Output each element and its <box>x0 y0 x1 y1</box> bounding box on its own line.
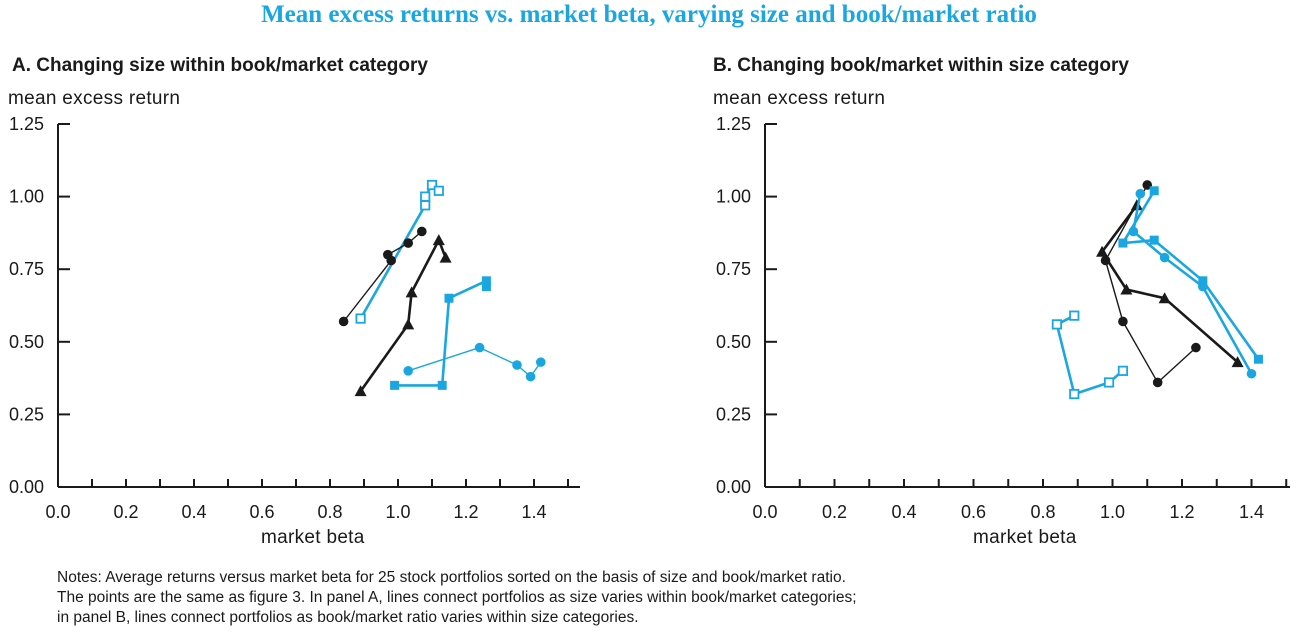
data-point <box>1149 235 1159 245</box>
data-point <box>402 318 415 330</box>
x-tick-label: 0.0 <box>752 502 777 522</box>
x-tick-label: 0.8 <box>1030 502 1055 522</box>
data-point <box>439 251 452 263</box>
data-point <box>1142 180 1153 190</box>
notes-line: Notes: Average returns versus market bet… <box>57 569 846 586</box>
panel-b-plot: 0.00 0.25 0.50 0.75 1.00 1.25 0.0 0.2 0.4 0.6 0.8 1… <box>716 114 1290 522</box>
x-tick-label: 0.2 <box>113 502 138 522</box>
data-point <box>354 385 367 397</box>
y-tick-label: 0.25 <box>716 404 751 424</box>
data-point <box>390 380 400 390</box>
data-point <box>1246 368 1257 379</box>
y-tick-label: 1.00 <box>716 187 751 207</box>
panel-b-x-axis-label: market beta <box>973 527 1077 548</box>
x-tick-label: 1.2 <box>1169 502 1194 522</box>
y-tick-label: 0.75 <box>9 259 44 279</box>
data-point <box>432 234 445 246</box>
figure-title: Mean excess returns vs. market beta, var… <box>261 1 1037 28</box>
data-point <box>433 185 444 196</box>
series-line <box>407 346 542 378</box>
data-point <box>1135 188 1146 199</box>
data-point <box>536 357 546 367</box>
x-tick-label: 0.4 <box>891 502 916 522</box>
data-point <box>444 293 454 303</box>
data-point <box>1120 283 1133 295</box>
y-tick-label: 0.50 <box>9 332 44 352</box>
data-point <box>1253 354 1263 364</box>
data-point <box>420 200 431 211</box>
data-point <box>1051 319 1062 330</box>
data-point <box>474 342 485 353</box>
figure-notes: Notes: Average returns versus market bet… <box>57 568 857 628</box>
panel-b-y-axis-label: mean excess return <box>713 88 886 109</box>
data-point <box>420 191 431 202</box>
y-tick-label: 0.50 <box>716 332 751 352</box>
panel-b-title: B. Changing book/market within size cate… <box>713 55 1129 76</box>
data-point <box>1069 388 1080 400</box>
y-tick-label: 0.25 <box>9 404 44 424</box>
x-tick-label: 1.0 <box>1100 502 1125 522</box>
y-tick-label: 1.00 <box>9 187 44 207</box>
data-point <box>481 282 491 292</box>
data-point <box>1191 342 1201 353</box>
panel-a-plot: 0.00 0.25 0.50 0.75 1.00 1.25 0.0 0.2 0.4 0.6 0.8 1… <box>9 114 580 522</box>
x-tick-label: 0.8 <box>317 502 342 522</box>
x-tick-label: 0.4 <box>181 502 206 522</box>
x-tick-label: 1.2 <box>453 502 478 522</box>
y-tick-label: 1.25 <box>716 114 751 134</box>
data-point <box>403 238 414 248</box>
x-tick-label: 0.6 <box>961 502 986 522</box>
y-tick-label: 1.25 <box>9 114 44 134</box>
data-point <box>338 316 349 327</box>
y-tick-label: 0.75 <box>716 259 751 279</box>
data-point <box>426 179 438 191</box>
data-point <box>1149 186 1159 196</box>
x-tick-label: 1.4 <box>521 502 546 522</box>
series-line <box>1121 190 1260 360</box>
data-point <box>1117 365 1129 376</box>
data-point <box>1069 310 1080 321</box>
data-point <box>1103 377 1115 388</box>
series-line <box>359 238 447 392</box>
data-point <box>1159 252 1170 263</box>
notes-line: The points are the same as figure 3. In … <box>57 589 857 606</box>
x-tick-label: 0.0 <box>45 502 70 522</box>
data-point <box>525 371 536 382</box>
data-point <box>1198 276 1208 286</box>
y-tick-label: 0.00 <box>9 477 44 497</box>
data-point <box>383 249 393 260</box>
data-point <box>1096 245 1109 257</box>
data-point <box>1128 226 1139 237</box>
data-point <box>1152 377 1163 388</box>
notes-line: in panel B, lines connect portfolios as … <box>57 609 639 626</box>
panel-a-title: A. Changing size within book/market cate… <box>12 55 428 76</box>
data-point <box>1231 356 1244 368</box>
data-point <box>437 380 447 390</box>
series-line <box>1104 184 1197 384</box>
data-point <box>1118 316 1128 327</box>
y-tick-label: 0.00 <box>716 477 751 497</box>
data-point <box>1158 292 1171 304</box>
data-point <box>1118 238 1128 248</box>
data-point <box>355 313 366 324</box>
data-point <box>405 286 418 298</box>
x-tick-label: 0.6 <box>249 502 274 522</box>
x-tick-label: 1.0 <box>385 502 410 522</box>
data-point <box>1130 199 1143 211</box>
data-point <box>481 276 491 286</box>
data-point <box>1198 281 1208 292</box>
x-tick-label: 1.4 <box>1239 502 1264 522</box>
panel-a-x-axis-label: market beta <box>261 527 365 548</box>
data-point <box>403 366 414 376</box>
data-point <box>417 226 427 237</box>
x-tick-label: 0.2 <box>822 502 847 522</box>
panel-a-y-axis-label: mean excess return <box>8 88 181 109</box>
data-point <box>512 360 522 370</box>
